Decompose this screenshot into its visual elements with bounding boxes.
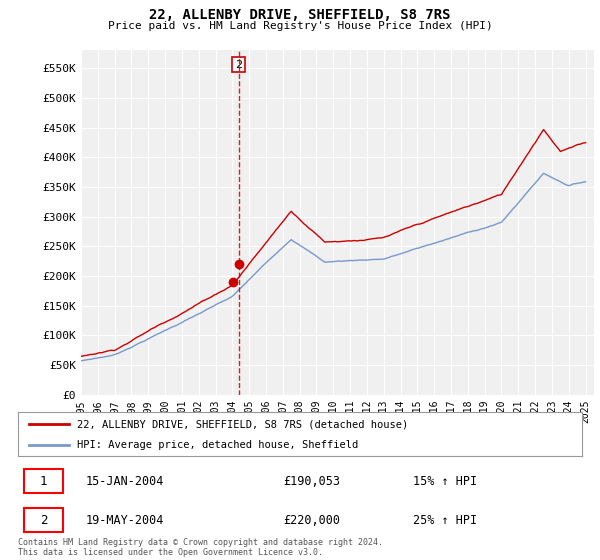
Text: HPI: Average price, detached house, Sheffield: HPI: Average price, detached house, Shef… — [77, 440, 358, 450]
Text: 2: 2 — [40, 514, 47, 527]
Text: Contains HM Land Registry data © Crown copyright and database right 2024.
This d: Contains HM Land Registry data © Crown c… — [18, 538, 383, 557]
FancyBboxPatch shape — [23, 508, 63, 533]
Text: £220,000: £220,000 — [283, 514, 340, 527]
FancyBboxPatch shape — [23, 469, 63, 493]
Text: 2: 2 — [235, 60, 242, 69]
Text: Price paid vs. HM Land Registry's House Price Index (HPI): Price paid vs. HM Land Registry's House … — [107, 21, 493, 31]
Text: 15% ↑ HPI: 15% ↑ HPI — [413, 474, 477, 488]
Text: 15-JAN-2004: 15-JAN-2004 — [86, 474, 164, 488]
Text: 22, ALLENBY DRIVE, SHEFFIELD, S8 7RS: 22, ALLENBY DRIVE, SHEFFIELD, S8 7RS — [149, 8, 451, 22]
Text: 25% ↑ HPI: 25% ↑ HPI — [413, 514, 477, 527]
Text: £190,053: £190,053 — [283, 474, 340, 488]
Text: 19-MAY-2004: 19-MAY-2004 — [86, 514, 164, 527]
Text: 22, ALLENBY DRIVE, SHEFFIELD, S8 7RS (detached house): 22, ALLENBY DRIVE, SHEFFIELD, S8 7RS (de… — [77, 419, 409, 429]
Text: 1: 1 — [40, 474, 47, 488]
